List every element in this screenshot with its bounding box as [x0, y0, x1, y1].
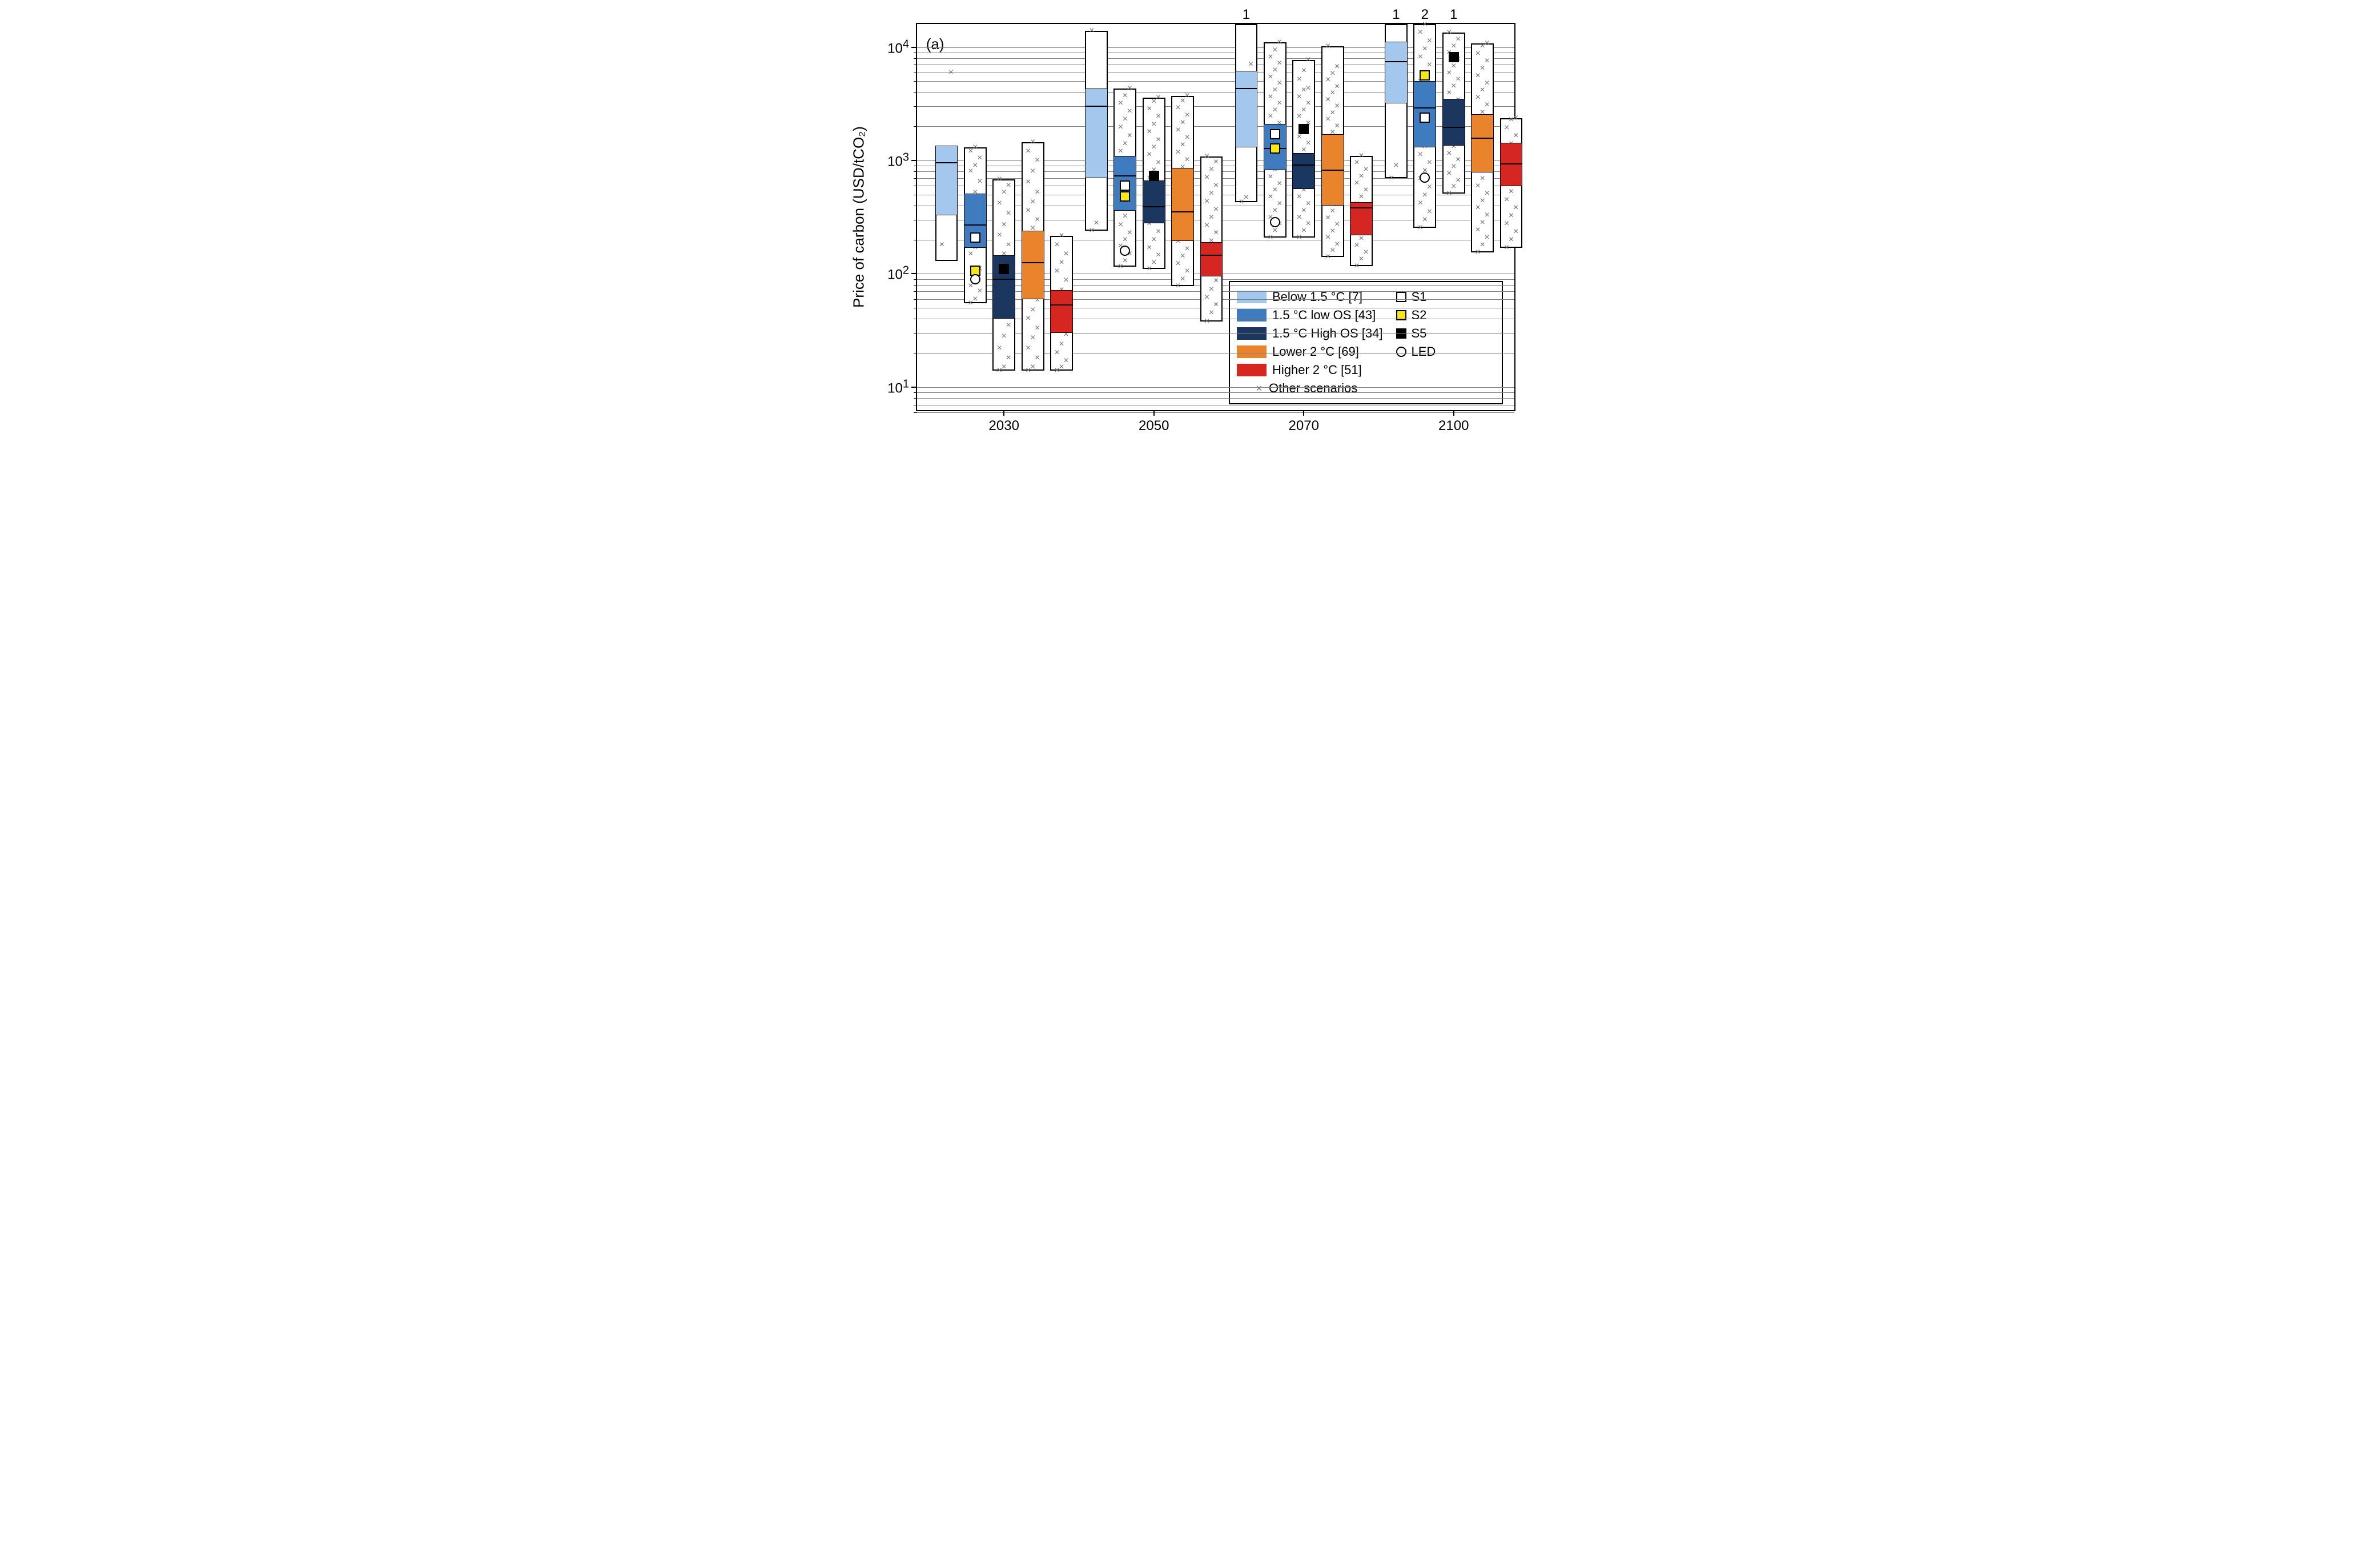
- marker-S5: [1149, 171, 1159, 181]
- legend-item-S2: S2: [1396, 307, 1436, 323]
- marker-S1: [1420, 112, 1430, 123]
- y-tick-label: 104: [887, 38, 909, 57]
- y-tick-label: 102: [887, 264, 909, 283]
- y-tick-label: 103: [887, 151, 909, 170]
- marker-S5: [1449, 52, 1459, 62]
- x-tick-label: 2050: [1139, 418, 1169, 434]
- x-tick-label: 2030: [989, 418, 1019, 434]
- marker-LED: [970, 274, 980, 284]
- marker-LED: [1120, 246, 1130, 256]
- legend-item-low15: 1.5 °C low OS [43]: [1237, 307, 1382, 323]
- box-high15-2070: [1292, 60, 1315, 237]
- overflow-count: 2: [1421, 7, 1429, 23]
- panel-label: (a): [926, 35, 944, 53]
- overflow-count: 1: [1243, 7, 1250, 23]
- marker-S2: [1420, 70, 1430, 81]
- y-axis-label: Price of carbon (USD/tCO₂): [850, 126, 868, 308]
- box-higher2-2050: [1200, 156, 1223, 322]
- marker-LED: [1420, 172, 1430, 183]
- x-tick-label: 2070: [1289, 418, 1319, 434]
- legend-item-other: ×Other scenarios: [1237, 380, 1382, 396]
- marker-S5: [1298, 124, 1309, 134]
- marker-S1: [1270, 129, 1280, 139]
- legend-item-higher2: Higher 2 °C [51]: [1237, 362, 1382, 378]
- overflow-count: 1: [1392, 7, 1400, 23]
- plot-area: (a) Below 1.5 °C [7]1.5 °C low OS [43]1.…: [916, 23, 1515, 411]
- overflow-count: 1: [1450, 7, 1457, 23]
- marker-S1: [1120, 180, 1130, 191]
- figure-wrap: (a) Below 1.5 °C [7]1.5 °C low OS [43]1.…: [847, 0, 1533, 451]
- legend-item-LED: LED: [1396, 344, 1436, 360]
- x-tick-label: 2100: [1438, 418, 1469, 434]
- marker-S5: [999, 264, 1009, 274]
- marker-S2: [1120, 191, 1130, 202]
- marker-LED: [1270, 217, 1280, 227]
- marker-S2: [1270, 143, 1280, 154]
- legend-item-lower2: Lower 2 °C [69]: [1237, 344, 1382, 360]
- y-tick-label: 101: [887, 377, 909, 396]
- marker-S1: [970, 232, 980, 243]
